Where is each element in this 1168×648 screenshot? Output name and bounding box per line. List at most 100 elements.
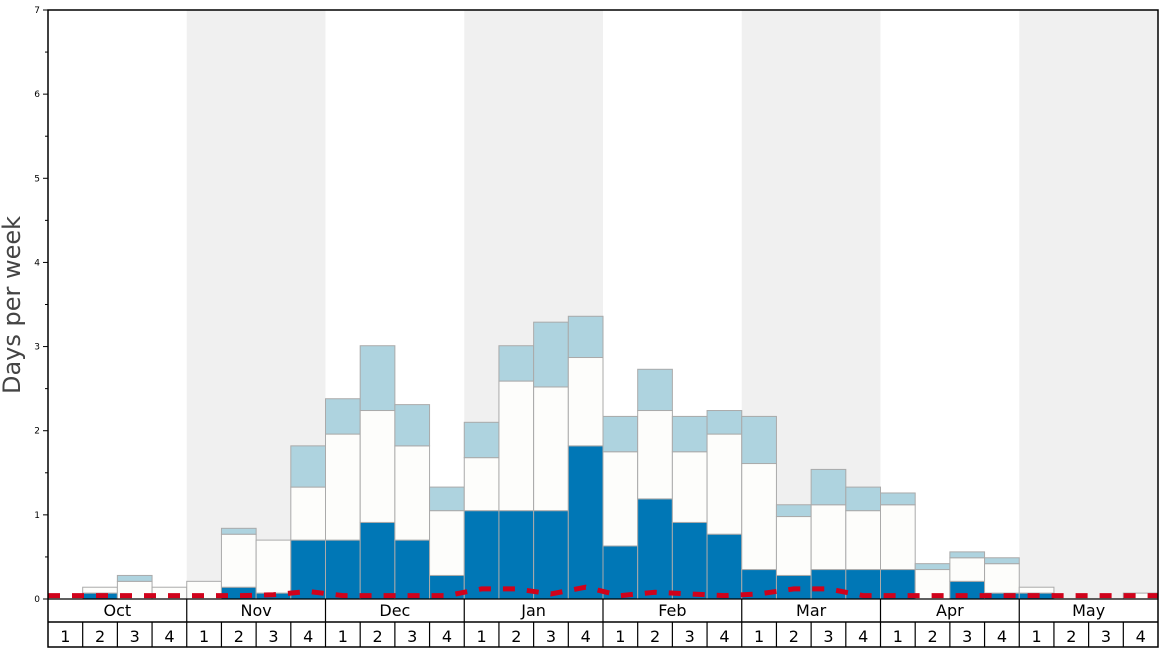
bar-mid-24 bbox=[880, 504, 916, 571]
bar-dark-15 bbox=[567, 445, 604, 600]
bar-dark-10 bbox=[394, 539, 431, 600]
bar-light-5 bbox=[220, 527, 257, 535]
month-shading bbox=[186, 10, 1158, 599]
week-label: 4 bbox=[303, 627, 313, 646]
month-label-apr: Apr bbox=[936, 601, 964, 620]
week-label: 1 bbox=[60, 627, 70, 646]
bar-mid-26 bbox=[949, 557, 986, 582]
y-tick-label-7: 7 bbox=[34, 6, 40, 16]
week-label: 3 bbox=[407, 627, 417, 646]
week-label: 4 bbox=[997, 627, 1007, 646]
y-tick-label-5: 5 bbox=[34, 174, 40, 184]
bar-light-16 bbox=[602, 415, 639, 453]
week-label: 1 bbox=[1032, 627, 1042, 646]
week-label: 2 bbox=[927, 627, 937, 646]
bar-mid-12 bbox=[463, 457, 500, 512]
bar-dark-14 bbox=[533, 510, 569, 600]
bar-mid-19 bbox=[706, 433, 743, 535]
week-label: 1 bbox=[338, 627, 348, 646]
bar-light-22 bbox=[810, 468, 847, 506]
bar-light-26 bbox=[949, 551, 986, 559]
bar-dark-18 bbox=[671, 521, 708, 600]
bar-mid-9 bbox=[359, 410, 396, 523]
week-label: 2 bbox=[1066, 627, 1076, 646]
bar-light-12 bbox=[463, 421, 500, 459]
week-label: 3 bbox=[268, 627, 278, 646]
week-label: 4 bbox=[164, 627, 174, 646]
month-label-mar: Mar bbox=[796, 601, 827, 620]
week-label: 3 bbox=[823, 627, 833, 646]
bar-light-25 bbox=[914, 563, 951, 571]
bar-mid-7 bbox=[290, 486, 326, 541]
month-label-jan: Jan bbox=[520, 601, 546, 620]
bar-mid-15 bbox=[567, 357, 604, 447]
bar-light-23 bbox=[845, 486, 881, 512]
bar-mid-10 bbox=[394, 445, 431, 541]
bar-mid-17 bbox=[637, 410, 673, 500]
y-axis-label: Days per week bbox=[0, 216, 26, 394]
month-shade-may bbox=[1019, 10, 1158, 599]
bar-light-18 bbox=[671, 415, 708, 453]
bar-light-13 bbox=[498, 345, 535, 382]
bar-mid-5 bbox=[220, 533, 257, 588]
bar-dark-19 bbox=[706, 533, 743, 600]
bar-mid-22 bbox=[810, 504, 847, 571]
week-label: 1 bbox=[754, 627, 764, 646]
average-line-path bbox=[48, 584, 1158, 599]
bar-light-27 bbox=[984, 557, 1020, 565]
y-tick-label-0: 0 bbox=[34, 595, 40, 605]
week-label: 2 bbox=[372, 627, 382, 646]
month-label-oct: Oct bbox=[104, 601, 132, 620]
bar-dark-9 bbox=[359, 521, 396, 600]
week-label: 2 bbox=[234, 627, 244, 646]
week-label: 4 bbox=[858, 627, 868, 646]
bar-light-7 bbox=[290, 445, 326, 488]
bar-light-10 bbox=[394, 404, 431, 447]
bar-mid-18 bbox=[671, 451, 708, 523]
bar-light-15 bbox=[567, 315, 604, 359]
week-label: 3 bbox=[685, 627, 695, 646]
month-label-feb: Feb bbox=[658, 601, 686, 620]
bar-light-14 bbox=[533, 321, 569, 388]
axes: 0 1 2 3 4 5 6 7 Oct 1 2 3 4 Nov 1 2 3 4 Dec 1 2 3 4 Jan 1 2 3 4 Feb 1… bbox=[34, 6, 1159, 648]
week-label: 1 bbox=[477, 627, 487, 646]
bar-light-21 bbox=[775, 504, 812, 518]
bar-dark-12 bbox=[463, 510, 500, 600]
week-label: 3 bbox=[1101, 627, 1111, 646]
bar-light-11 bbox=[429, 486, 465, 512]
week-label: 3 bbox=[962, 627, 972, 646]
bar-mid-16 bbox=[602, 451, 639, 547]
bar-light-17 bbox=[637, 368, 673, 412]
week-label: 2 bbox=[95, 627, 105, 646]
bar-mid-27 bbox=[984, 563, 1020, 594]
bar-light-2 bbox=[116, 574, 153, 582]
bar-mid-23 bbox=[845, 510, 881, 571]
bar-mid-28 bbox=[1018, 586, 1055, 594]
y-tick-label-3: 3 bbox=[34, 343, 40, 353]
week-label: 4 bbox=[442, 627, 452, 646]
week-label: 1 bbox=[199, 627, 209, 646]
month-label-may: May bbox=[1072, 601, 1105, 620]
month-label-nov: Nov bbox=[241, 601, 272, 620]
bar-dark-13 bbox=[498, 510, 535, 600]
bar-light-8 bbox=[325, 398, 361, 435]
week-label: 2 bbox=[511, 627, 521, 646]
y-tick-label-6: 6 bbox=[34, 90, 40, 100]
bar-light-9 bbox=[359, 345, 396, 412]
bar-light-19 bbox=[706, 410, 743, 435]
week-label: 2 bbox=[650, 627, 660, 646]
bar-mid-1 bbox=[82, 586, 118, 594]
bar-mid-21 bbox=[775, 516, 812, 576]
y-tick-label-2: 2 bbox=[34, 427, 40, 437]
bar-light-20 bbox=[741, 415, 777, 465]
week-label: 1 bbox=[615, 627, 625, 646]
bar-light-24 bbox=[880, 492, 916, 506]
bar-mid-6 bbox=[255, 539, 292, 594]
bar-mid-14 bbox=[533, 386, 569, 512]
week-label: 2 bbox=[789, 627, 799, 646]
bar-dark-17 bbox=[637, 498, 673, 600]
week-label: 4 bbox=[719, 627, 729, 646]
y-tick-label-4: 4 bbox=[34, 258, 40, 268]
bar-mid-13 bbox=[498, 380, 535, 512]
